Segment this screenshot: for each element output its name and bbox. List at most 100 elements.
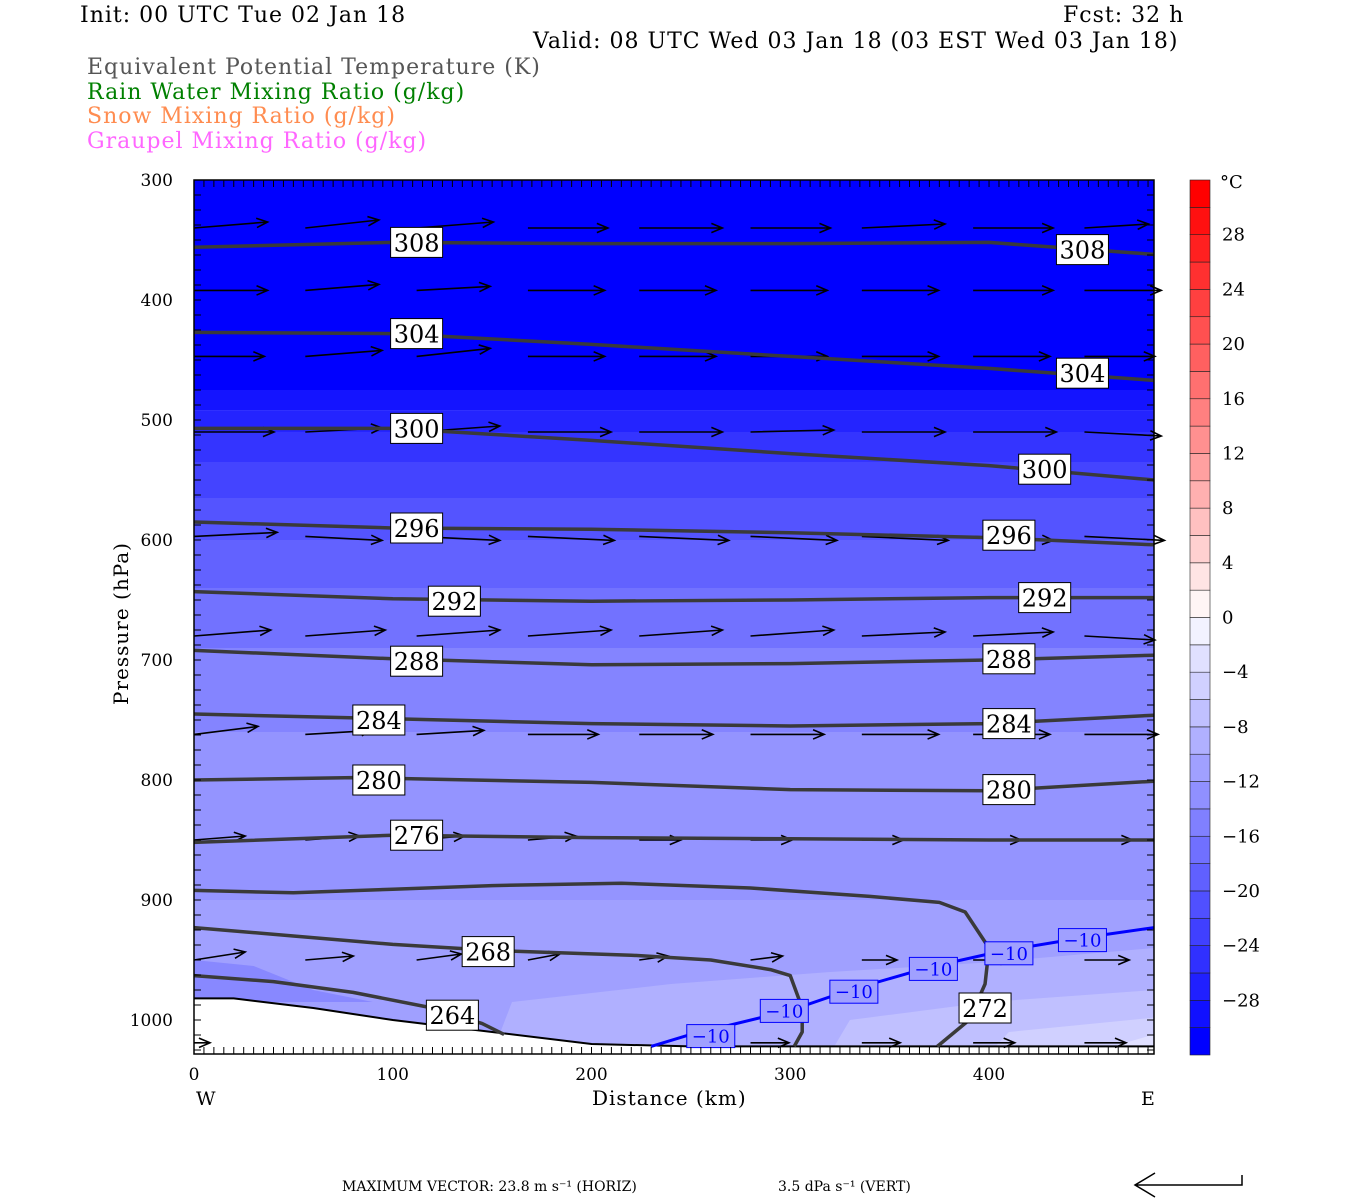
wind-vector (639, 426, 725, 438)
colorbar-swatch (1189, 343, 1211, 372)
wind-vector (750, 534, 839, 546)
wind-vector (973, 350, 1052, 362)
contour-label-box (1055, 234, 1109, 266)
wind-vector (861, 426, 948, 438)
wind-vector (193, 722, 261, 736)
contour-label: 300 (1022, 456, 1068, 484)
colorbar-swatch (1189, 808, 1211, 837)
wind-vector (193, 217, 270, 229)
colorbar-label: −8 (1222, 717, 1249, 738)
init-time: Init: 00 UTC Tue 02 Jan 18 (80, 3, 407, 28)
isotherm-label: −10 (835, 982, 873, 1003)
wind-vector (527, 350, 607, 362)
theta-e-contour-308 (193, 240, 1155, 257)
contour-label-box (390, 412, 444, 444)
wind-vector (973, 222, 1056, 234)
west-label: W (196, 1088, 216, 1110)
wind-vector (1084, 728, 1161, 740)
wind-vector (861, 627, 948, 638)
colorbar-swatch (1189, 972, 1211, 1001)
isotherm-label-box (908, 956, 958, 981)
isotherm-label: −10 (990, 944, 1028, 965)
colorbar-swatch (1189, 699, 1211, 728)
wind-vector (1084, 954, 1132, 966)
wind-vector (1084, 219, 1151, 231)
temperature-patch (989, 1017, 1154, 1054)
colorbar-label: 8 (1222, 498, 1233, 519)
y-axis-label: Pressure (hPa) (109, 542, 133, 705)
theta-e-contour-304 (193, 330, 1155, 383)
colorbar-swatch (1189, 726, 1211, 755)
temperature-band (194, 180, 1154, 390)
y-tick-label: 600 (141, 531, 173, 551)
wind-vector (639, 222, 725, 234)
reference-vector (1133, 1172, 1243, 1198)
temperature-band (194, 462, 1154, 498)
wind-vector (973, 284, 1056, 296)
wind-vector (861, 1037, 903, 1049)
wind-vector (861, 219, 948, 230)
x-tick-label: 0 (189, 1065, 200, 1085)
contour-label: 300 (394, 415, 440, 443)
contour-label-box (1055, 357, 1109, 389)
colorbar-swatch (1189, 535, 1211, 564)
temperature-band (194, 390, 1154, 411)
colorbar-swatch (1189, 480, 1211, 509)
isotherm-label: −10 (1063, 931, 1101, 952)
contour-label: 308 (394, 229, 440, 257)
field-label-theta-e: Equivalent Potential Temperature (K) (87, 55, 541, 80)
wind-vector (305, 625, 388, 637)
x-tick-label: 200 (575, 1065, 607, 1085)
contour-label: 288 (986, 646, 1032, 674)
wind-vector (750, 625, 836, 637)
contour-label: 292 (431, 588, 477, 616)
contour-label-box (352, 704, 406, 736)
wind-vector (527, 534, 617, 546)
wind-vector (416, 344, 493, 358)
isotherm-label: −10 (692, 1027, 730, 1048)
wind-vector (305, 279, 381, 292)
isotherm-label-box (829, 979, 879, 1004)
contour-label: 292 (1022, 585, 1068, 613)
wind-vector (861, 284, 941, 296)
contour-label-box (390, 819, 444, 851)
east-label: E (1141, 1088, 1155, 1110)
wind-vector (416, 281, 493, 293)
contour-label: 284 (356, 707, 402, 735)
wind-vector (305, 345, 385, 358)
colorbar-swatch (1189, 289, 1211, 318)
isotherm-label: −10 (765, 1001, 803, 1022)
contour-label-box (982, 774, 1036, 806)
colorbar-swatch (1189, 207, 1211, 235)
temperature-band (194, 732, 1154, 900)
wind-vector (750, 284, 830, 296)
x-tick-label: 100 (377, 1065, 409, 1085)
colorbar-swatch (1189, 1000, 1211, 1028)
colorbar-swatch (1189, 234, 1211, 263)
colorbar-swatch (1189, 617, 1211, 646)
wind-vector (861, 728, 941, 740)
theta-e-contour-272 (193, 881, 991, 1048)
wind-vector (416, 725, 486, 737)
wind-vector (305, 951, 356, 963)
colorbar-swatch (1189, 562, 1211, 591)
isotherm-label: −10 (914, 959, 952, 980)
contour-label-box (1018, 582, 1072, 614)
contour-label: 288 (394, 648, 440, 676)
colorbar-swatch (1189, 890, 1211, 919)
wind-vector (750, 222, 833, 234)
x-tick-label: 300 (774, 1065, 806, 1085)
y-tick-label: 400 (141, 291, 173, 311)
wind-vector (416, 950, 464, 961)
wind-vector (750, 424, 836, 436)
colorbar-label: 12 (1222, 443, 1245, 464)
colorbar-label: −20 (1222, 881, 1260, 902)
contour-label-box (461, 936, 515, 968)
colorbar-unit: °C (1220, 172, 1243, 193)
colorbar-swatch (1189, 644, 1211, 673)
y-tick-label: 700 (141, 651, 173, 671)
field-label-rain: Rain Water Mixing Ratio (g/kg) (87, 80, 466, 105)
wind-vector (1084, 633, 1157, 645)
wind-vector (639, 534, 731, 546)
wind-vector (416, 625, 502, 637)
